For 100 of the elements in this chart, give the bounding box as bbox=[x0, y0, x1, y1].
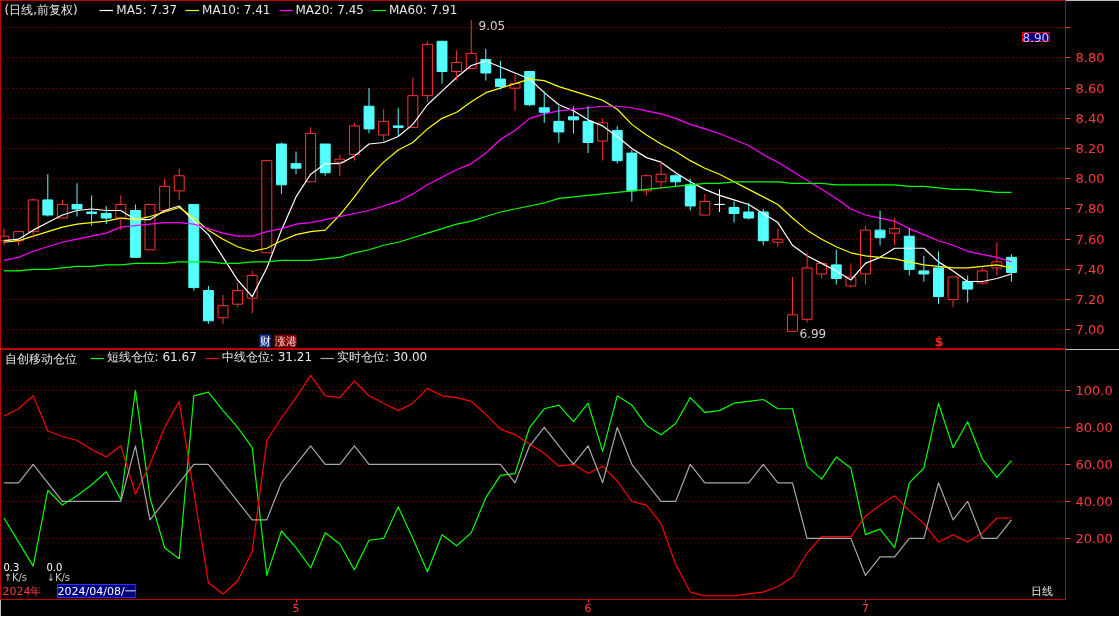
candlestick bbox=[538, 90, 550, 124]
y-tick-label: 40.00 bbox=[1075, 493, 1113, 509]
annotation: 9.05 bbox=[478, 18, 506, 33]
candlestick bbox=[962, 274, 974, 304]
y-tick-label: 7.40 bbox=[1075, 261, 1105, 277]
legend-label: MA20: 7.45 bbox=[295, 3, 364, 17]
candlestick bbox=[334, 154, 346, 177]
x-tick-label: 6 bbox=[584, 601, 592, 615]
chart-title: 自创移动仓位 bbox=[4, 351, 77, 366]
candlestick bbox=[27, 197, 39, 239]
candlestick bbox=[378, 108, 390, 142]
candlestick bbox=[421, 40, 433, 103]
candlestick bbox=[626, 149, 638, 202]
candlestick bbox=[597, 117, 609, 162]
candlestick bbox=[918, 255, 930, 283]
candlestick bbox=[553, 105, 565, 144]
candlestick bbox=[947, 276, 959, 308]
candlestick bbox=[305, 126, 317, 183]
annotation: ↓K/s bbox=[46, 571, 71, 583]
y-tick-label: 60.00 bbox=[1075, 456, 1113, 472]
y-tick-label: 8.80 bbox=[1075, 50, 1105, 66]
y-tick-label: 8.00 bbox=[1075, 171, 1105, 187]
candlestick bbox=[115, 194, 127, 231]
candlestick bbox=[42, 173, 54, 218]
candlestick bbox=[275, 142, 287, 195]
candlestick bbox=[144, 203, 156, 251]
candlestick bbox=[246, 270, 258, 314]
annotation: 财 bbox=[259, 334, 271, 348]
y-tick-label: 8.20 bbox=[1075, 141, 1105, 157]
candlestick bbox=[348, 122, 360, 162]
candlestick bbox=[830, 249, 842, 286]
candlestick bbox=[933, 250, 944, 305]
candlestick bbox=[670, 173, 682, 187]
x-tick-label: 7 bbox=[861, 601, 869, 615]
annotation: 2024/04/08/一 bbox=[57, 584, 136, 598]
annotation: 涨港 bbox=[274, 334, 297, 348]
candlestick bbox=[451, 49, 463, 82]
chart-title: (日线,前复权) bbox=[4, 2, 78, 17]
y-tick-label: 7.00 bbox=[1075, 322, 1105, 338]
y-tick-label: 20.00 bbox=[1075, 530, 1113, 546]
legend-label: 实时仓位: 30.00 bbox=[337, 349, 428, 366]
annotation: ↑K/s bbox=[3, 571, 28, 583]
candlestick bbox=[874, 210, 886, 246]
candlestick bbox=[129, 203, 141, 258]
annotation: $ bbox=[934, 333, 944, 349]
annotation: 0.3 bbox=[3, 561, 20, 573]
candlestick bbox=[845, 262, 857, 289]
candlestick bbox=[713, 188, 725, 213]
candlestick bbox=[319, 143, 331, 177]
legend-label: MA10: 7.41 bbox=[202, 3, 271, 17]
candlestick bbox=[232, 282, 244, 308]
candlestick bbox=[582, 105, 594, 154]
legend-label: 短线仓位: 61.67 bbox=[106, 349, 197, 366]
y-tick-label: 7.20 bbox=[1075, 292, 1105, 308]
candlestick bbox=[494, 60, 506, 91]
legend-label: MA5: 7.37 bbox=[116, 3, 178, 17]
candlestick bbox=[436, 40, 448, 85]
y-tick-label: 7.60 bbox=[1075, 231, 1105, 247]
candlestick bbox=[640, 173, 652, 196]
candlestick bbox=[728, 200, 740, 224]
candlestick bbox=[743, 202, 755, 221]
candlestick bbox=[860, 225, 871, 286]
candlestick bbox=[465, 19, 477, 69]
x-tick-label: 5 bbox=[292, 601, 300, 615]
legend-label: 中线仓位: 31.21 bbox=[221, 349, 313, 366]
y-tick-label: 100.0 bbox=[1075, 382, 1113, 398]
candlestick bbox=[787, 276, 798, 332]
candlestick bbox=[772, 228, 784, 248]
candlestick bbox=[480, 48, 492, 82]
candlestick bbox=[392, 107, 404, 137]
candlestick bbox=[261, 160, 273, 254]
candlestick bbox=[173, 167, 185, 201]
candlestick bbox=[567, 105, 579, 134]
candlestick bbox=[363, 87, 375, 134]
candlestick bbox=[202, 285, 214, 325]
y-tick-label: 7.80 bbox=[1075, 201, 1105, 217]
candlestick bbox=[290, 151, 302, 175]
text: 8.90 bbox=[1022, 30, 1050, 45]
annotation: 2024年 bbox=[2, 584, 42, 598]
annotation: 6.99 bbox=[799, 326, 827, 341]
candlestick bbox=[407, 77, 419, 128]
candlestick bbox=[801, 252, 813, 323]
y-tick-label: 8.60 bbox=[1075, 80, 1105, 96]
candlestick bbox=[100, 205, 112, 225]
candlestick bbox=[86, 194, 98, 227]
candlestick bbox=[188, 203, 200, 292]
legend-label: MA60: 7.91 bbox=[388, 3, 458, 17]
text: 日线 bbox=[1030, 584, 1053, 598]
line-series bbox=[3, 374, 1013, 597]
candlestick bbox=[699, 193, 711, 216]
candlestick bbox=[0, 228, 10, 246]
candlestick bbox=[976, 267, 988, 286]
candlestick bbox=[1006, 253, 1017, 283]
candlestick bbox=[684, 178, 696, 211]
annotation: 0.0 bbox=[46, 561, 63, 573]
y-tick-label: 80.00 bbox=[1075, 419, 1113, 435]
candlestick bbox=[903, 228, 915, 276]
candlestick bbox=[991, 241, 1003, 276]
y-tick-label: 8.40 bbox=[1075, 110, 1105, 126]
candlestick bbox=[71, 182, 83, 218]
